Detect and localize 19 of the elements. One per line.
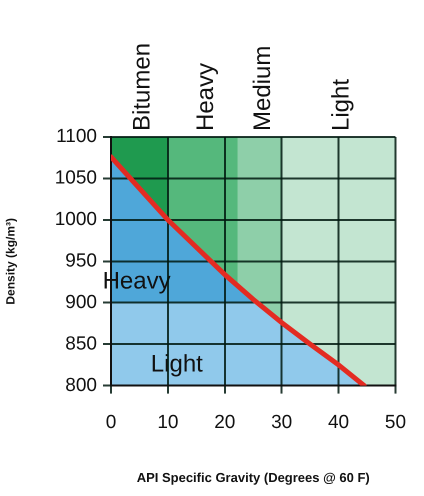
y-tick-label: 850 [65, 333, 97, 354]
band-label: Medium [248, 46, 276, 131]
y-tick-label: 1000 [54, 209, 97, 230]
y-tick-label: 1050 [54, 168, 97, 189]
x-tick-label: 10 [157, 412, 178, 434]
x-tick-label: 20 [214, 412, 236, 434]
y-tick-label: 800 [65, 374, 97, 396]
band-label: Heavy [192, 62, 219, 131]
y-tick-label: 1100 [56, 126, 97, 148]
x-tick-label: 40 [328, 412, 350, 434]
x-tick-label: 50 [384, 412, 406, 434]
y-tick-label: 900 [65, 292, 97, 313]
x-axis-title: API Specific Gravity (Degrees @ 60 F) [136, 470, 370, 485]
y-axis-title: Density (kg/m³) [4, 218, 18, 305]
x-tick-label: 0 [106, 412, 116, 434]
y-tick-label: 950 [65, 250, 97, 272]
x-tick-label: 30 [271, 412, 292, 434]
band-label: Bitumen [128, 42, 156, 131]
band-label: Light [328, 78, 355, 131]
